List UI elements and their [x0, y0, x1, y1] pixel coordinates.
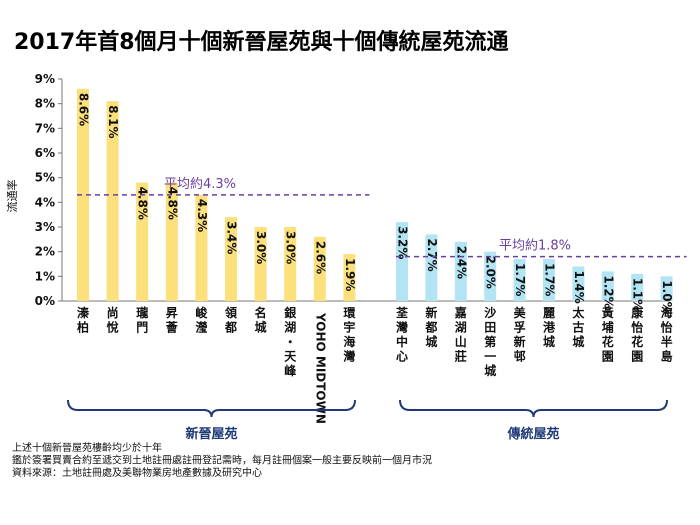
category-label: 太古城: [572, 305, 585, 349]
y-tick-label: 7%: [35, 121, 55, 135]
category-label: 荃灣中心: [396, 305, 408, 364]
footnote: 資料來源：土地註冊處及美聯物業房地產數據及研究中心: [12, 466, 262, 479]
category-label: 瓏門: [136, 305, 148, 335]
axes: 0% 1% 2% 3% 4% 5% 6% 7% 8% 9%: [35, 72, 670, 308]
data-label: 3.4%: [225, 221, 239, 254]
bar: [165, 182, 178, 301]
group-label: 新晉屋苑: [185, 426, 237, 442]
bar: [195, 194, 208, 301]
data-label: 2.0%: [484, 256, 498, 289]
category-label: YOHO MIDTOWN: [313, 312, 327, 424]
group-label: 傳統屋苑: [506, 426, 559, 442]
bar: [513, 259, 526, 301]
group-brace: [67, 399, 356, 418]
bar: [660, 276, 673, 301]
category-label: 嘉湖山莊: [454, 305, 467, 364]
category-label: 昇薈: [166, 306, 179, 335]
data-label: 1.9%: [343, 258, 357, 291]
data-label: 3.2%: [396, 226, 410, 259]
data-label: 8.1%: [106, 105, 120, 138]
average-label: 平均約4.3%: [164, 177, 236, 192]
data-label: 3.0%: [254, 231, 268, 264]
category-label: 麗港城: [543, 306, 556, 349]
bar: [77, 88, 89, 301]
category-label: 環宇海灣: [343, 306, 356, 364]
bar: [313, 236, 326, 301]
y-tick-label: 1%: [35, 269, 55, 283]
bar: [543, 259, 555, 301]
data-label: 1.7%: [513, 263, 527, 296]
category-label: 溱柏: [77, 305, 89, 335]
bar: [572, 266, 585, 301]
bar: [343, 254, 356, 301]
data-label: 1.1%: [631, 278, 645, 311]
data-label: 2.6%: [313, 241, 327, 274]
y-tick-label: 9%: [35, 72, 55, 86]
category-label: 領都: [224, 305, 238, 335]
category-label: 新都城: [424, 305, 437, 349]
bar: [136, 182, 149, 301]
y-axis-label: 流通率: [5, 180, 19, 213]
data-label: 1.7%: [543, 263, 557, 296]
data-label: 4.3%: [195, 199, 209, 232]
y-tick-label: 0%: [35, 294, 55, 308]
category-label: 峻瀅: [195, 305, 207, 335]
y-tick-label: 4%: [35, 195, 55, 209]
footnote: 上述十個新晉屋苑樓齡均少於十年: [12, 441, 162, 454]
y-tick-label: 2%: [35, 245, 55, 259]
category-label: 沙田第一城: [484, 306, 496, 378]
bar: [631, 273, 644, 301]
average-label: 平均約1.8%: [499, 239, 571, 254]
bar: [284, 227, 297, 301]
bar: [425, 234, 438, 301]
data-label: 2.4%: [454, 246, 468, 279]
group-braces: 新晉屋苑 傳統屋苑: [67, 399, 668, 442]
bar: [106, 101, 119, 301]
y-tick-label: 5%: [35, 171, 55, 185]
labels: 8.6%溱柏8.1%尚悅4.8%瓏門4.8%昇薈4.3%峻瀅3.4%領都3.0%…: [77, 93, 687, 424]
category-label: 名城: [255, 305, 267, 335]
data-label: 2.7%: [425, 238, 439, 271]
category-label: 尚悅: [107, 305, 119, 335]
bar: [484, 251, 497, 301]
y-tick-label: 3%: [35, 220, 55, 234]
footnote: 鑑於簽署買賣合約至遞交到土地註冊處註冊登記需時，每月註冊個案一般主要反映前一個月…: [12, 454, 432, 467]
data-label: 1.4%: [572, 270, 586, 303]
data-label: 4.8%: [136, 187, 150, 220]
category-label: 黃埔花園: [601, 305, 614, 364]
category-label: 美孚新邨: [514, 305, 527, 364]
bar: [225, 217, 237, 301]
category-label: 銀湖・天峰: [283, 305, 297, 378]
y-tick-label: 6%: [35, 146, 55, 160]
data-label: 3.0%: [284, 231, 298, 264]
bar: [396, 222, 408, 301]
data-label: 1.0%: [660, 280, 674, 313]
bar: [254, 227, 267, 301]
bar: [601, 271, 614, 301]
group-brace: [399, 399, 668, 418]
data-label: 1.2%: [601, 275, 615, 308]
footnotes: 上述十個新晉屋苑樓齡均少於十年鑑於簽署買賣合約至遞交到土地註冊處註冊登記需時，每…: [12, 441, 432, 479]
bars: [77, 88, 673, 301]
data-label: 8.6%: [77, 93, 91, 126]
chart-title: 2017年首8個月十個新晉屋苑與十個傳統屋苑流通: [14, 29, 509, 55]
category-label: 康怡花園: [631, 305, 644, 364]
category-label: 海怡半島: [661, 305, 673, 364]
y-tick-label: 8%: [35, 97, 55, 111]
